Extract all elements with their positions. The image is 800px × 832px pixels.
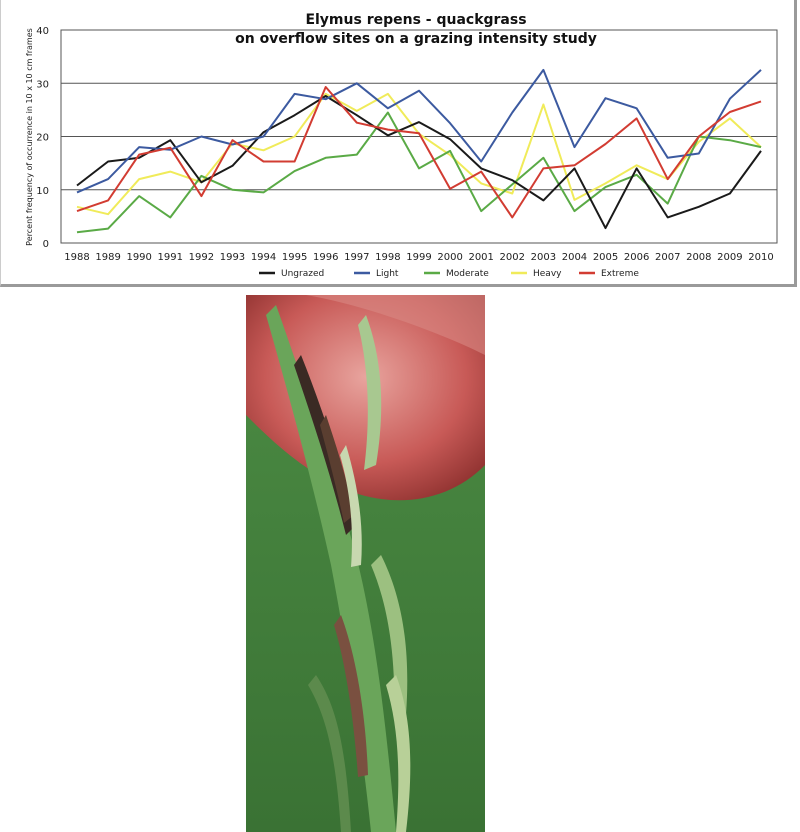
grass-spike-image: [246, 295, 485, 832]
legend-label-ungrazed: Ungrazed: [281, 269, 324, 279]
x-tick-label: 2000: [437, 252, 462, 263]
series-line-ungrazed: [76, 95, 762, 230]
x-tick-label: 2001: [468, 252, 493, 263]
x-tick-label: 1992: [189, 252, 214, 263]
x-tick-label: 2007: [655, 252, 680, 263]
y-tick-label: 10: [36, 186, 49, 197]
x-tick-label: 1997: [344, 252, 369, 263]
x-tick-label: 2008: [686, 252, 711, 263]
x-tick-label: 1991: [158, 252, 183, 263]
series-line-moderate: [76, 111, 762, 234]
chart-panel: Elymus repens - quackgrass on overflow s…: [0, 0, 797, 287]
x-tick-label: 1989: [95, 252, 120, 263]
x-tick-label: 1998: [375, 252, 400, 263]
x-tick-label: 1994: [251, 252, 276, 263]
quackgrass-photo: [246, 295, 485, 832]
y-tick-label: 0: [43, 239, 49, 250]
legend-label-heavy: Heavy: [533, 269, 562, 279]
x-tick-label: 2009: [717, 252, 742, 263]
y-tick-label: 20: [36, 133, 49, 144]
x-tick-label: 1988: [64, 252, 89, 263]
x-tick-label: 2005: [593, 252, 618, 263]
x-tick-label: 1993: [220, 252, 245, 263]
legend-label-light: Light: [376, 269, 399, 279]
y-tick-label: 30: [36, 79, 49, 90]
x-tick-label: 2010: [748, 252, 773, 263]
x-tick-label: 2006: [624, 252, 649, 263]
legend-label-extreme: Extreme: [601, 269, 639, 279]
x-tick-label: 1996: [313, 252, 338, 263]
line-chart: Elymus repens - quackgrass on overflow s…: [25, 12, 778, 279]
x-tick-label: 1995: [282, 252, 307, 263]
x-tick-label: 2002: [500, 252, 525, 263]
x-tick-label: 1999: [406, 252, 431, 263]
legend-label-moderate: Moderate: [446, 269, 489, 279]
series-line-light: [76, 68, 762, 194]
series-line-extreme: [76, 86, 762, 219]
y-tick-label: 40: [36, 26, 49, 37]
x-tick-label: 2003: [531, 252, 556, 263]
x-tick-label: 1990: [126, 252, 151, 263]
y-axis-title: Percent frequency of occurrence in 10 x …: [25, 28, 34, 246]
chart-title-line1: Elymus repens - quackgrass: [305, 12, 526, 28]
chart-title-line2: on overflow sites on a grazing intensity…: [235, 31, 597, 47]
x-tick-label: 2004: [562, 252, 587, 263]
